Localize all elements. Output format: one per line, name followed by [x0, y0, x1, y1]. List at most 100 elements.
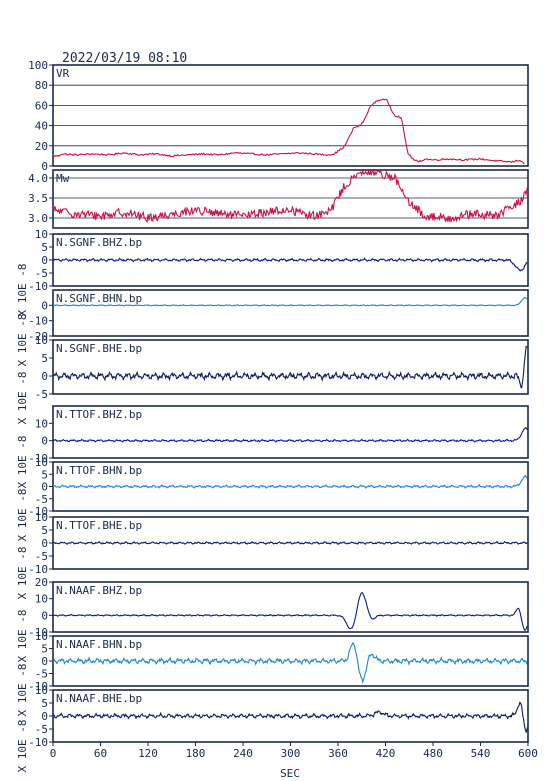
y-tick-label: -5: [35, 388, 48, 401]
x-tick-label: 240: [233, 747, 253, 760]
y-tick-label: 40: [35, 120, 48, 133]
y-tick-label: -5: [35, 668, 48, 681]
panel-frame: [52, 581, 529, 633]
y-tick-label: 0: [41, 655, 48, 668]
y-tick-label: 3.0: [28, 212, 48, 225]
panel-label: N.TTOF.BHN.bp: [56, 464, 142, 477]
x-tick-label: 0: [50, 747, 57, 760]
y-tick-label: 0: [41, 435, 48, 448]
x-tick-label: 480: [423, 747, 443, 760]
y-tick-label: 0: [41, 609, 48, 622]
y-axis-label: X 10E -8: [16, 547, 29, 600]
panel-frame: [52, 64, 529, 167]
y-tick-label: -10: [28, 452, 48, 465]
panel-frame: [52, 289, 529, 337]
y-axis-label: X 10E -8: [16, 610, 29, 663]
panel-label: N.NAAF.BHZ.bp: [56, 584, 142, 597]
y-axis-label: X 10E -8: [16, 314, 29, 367]
y-tick-label: -10: [28, 563, 48, 576]
series-line-ttof_bhz: [52, 426, 528, 443]
panel-sgnf_bhn: -20 -10 0 N.SGNF.BHN.bp X 10E -8: [16, 289, 529, 367]
panel-sgnf_bhe: -5 0 5 10 N.SGNF.BHE.bp X 10E -8: [16, 334, 529, 425]
y-tick-label: 10: [35, 417, 48, 430]
y-tick-label: 10: [35, 630, 48, 643]
y-tick-label: 5: [41, 241, 48, 254]
y-tick-label: -10: [28, 626, 48, 639]
panel-frame: [52, 339, 529, 395]
panel-label: N.SGNF.BHN.bp: [56, 292, 142, 305]
series-line-ttof_bhe: [52, 540, 528, 546]
y-tick-label: -10: [28, 505, 48, 518]
y-tick-label: -10: [28, 315, 48, 328]
series-line-sgnf_bhz: [52, 257, 528, 272]
x-tick-label: 360: [328, 747, 348, 760]
x-tick-label: 180: [186, 747, 206, 760]
y-axis-label: X 10E -8: [16, 489, 29, 542]
y-tick-label: -5: [35, 723, 48, 736]
y-tick-label: 20: [35, 140, 48, 153]
series-line-naaf_bhe: [52, 701, 528, 734]
x-tick-label: 540: [471, 747, 491, 760]
y-tick-label: 5: [41, 697, 48, 710]
y-tick-label: 0: [41, 537, 48, 550]
x-tick-label: 300: [281, 747, 301, 760]
y-axis-label: X 10E -8: [16, 264, 29, 317]
y-tick-label: 10: [35, 684, 48, 697]
y-tick-label: -10: [28, 680, 48, 693]
series-line-vr: [52, 98, 525, 165]
panel-ttof_bhz: -10 0 10 N.TTOF.BHZ.bp X 10E -8: [16, 405, 529, 488]
y-axis-label: X 10E -8: [16, 372, 29, 425]
panel-label: N.SGNF.BHE.bp: [56, 342, 142, 355]
y-tick-label: 5: [41, 524, 48, 537]
x-axis: 0 60 120 180 240 300 360 420 480 540 600: [50, 742, 538, 760]
y-tick-label: 5: [41, 352, 48, 365]
y-tick-label: -5: [35, 493, 48, 506]
panel-label: N.NAAF.BHN.bp: [56, 638, 142, 651]
y-tick-label: 80: [35, 79, 48, 92]
panel-label: N.SGNF.BHZ.bp: [56, 236, 142, 249]
series-line-sgnf_bhe: [52, 345, 528, 389]
panel-naaf_bhz: -10 0 10 20 N.NAAF.BHZ.bp X 10E -8: [16, 576, 529, 663]
y-tick-label: 10: [35, 511, 48, 524]
y-tick-label: 0: [41, 370, 48, 383]
panel-frame: [52, 405, 529, 459]
y-tick-label: 20: [35, 576, 48, 589]
panel-label: VR: [56, 67, 70, 80]
series-line-mw: [52, 168, 529, 224]
series-line-naaf_bhz: [52, 591, 528, 631]
y-tick-label: 10: [35, 456, 48, 469]
y-tick-label: 4.0: [28, 172, 48, 185]
y-tick-label: -20: [28, 330, 48, 343]
y-tick-label: 5: [41, 468, 48, 481]
series-line-ttof_bhn: [52, 474, 528, 490]
y-tick-label: 0: [41, 254, 48, 267]
y-tick-label: 3.5: [28, 192, 48, 205]
timestamp-label: 2022/03/19 08:10: [62, 51, 187, 66]
series-line-sgnf_bhn: [52, 296, 528, 307]
y-tick-label: 10: [35, 593, 48, 606]
y-tick-label: -5: [35, 267, 48, 280]
y-tick-label: 60: [35, 99, 48, 112]
x-tick-label: 420: [376, 747, 396, 760]
panel-frame: [52, 169, 529, 229]
panel-label: N.TTOF.BHZ.bp: [56, 408, 142, 421]
y-tick-label: 100: [28, 59, 48, 72]
y-tick-label: -5: [35, 550, 48, 563]
y-tick-label: 0: [41, 160, 48, 173]
y-tick-label: 10: [35, 228, 48, 241]
y-axis-label: X 10E -8: [16, 664, 29, 717]
x-axis-label: SEC: [280, 767, 300, 780]
panel-label: N.NAAF.BHE.bp: [56, 692, 142, 705]
y-axis-label: X 10E -8: [16, 720, 29, 773]
panel-vr: 0 20 40 60 80 100 VR: [28, 59, 529, 173]
y-tick-label: -10: [28, 280, 48, 293]
panel-mw: 3.0 3.5 4.0 Mw: [28, 168, 529, 229]
y-tick-label: 5: [41, 643, 48, 656]
y-tick-label: 0: [41, 710, 48, 723]
